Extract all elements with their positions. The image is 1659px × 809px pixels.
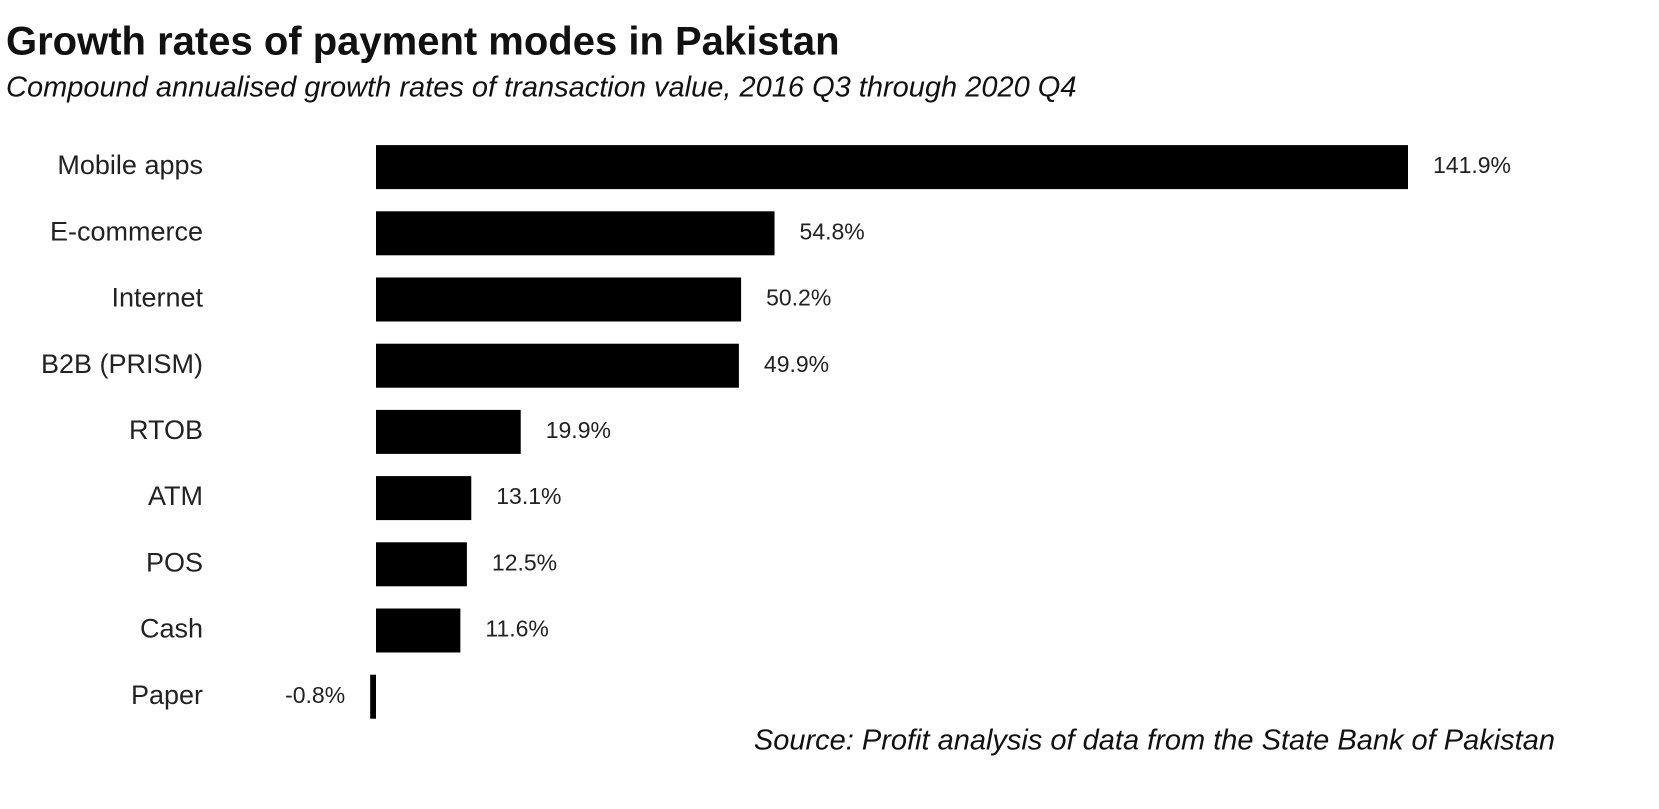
value-label: 11.6% — [485, 616, 549, 642]
source-note: Source: Profit analysis of data from the… — [754, 725, 1555, 757]
value-label: 13.1% — [496, 483, 561, 509]
chart-subtitle: Compound annualised growth rates of tran… — [6, 72, 1076, 104]
category-label: POS — [146, 547, 203, 577]
category-label: E-commerce — [50, 216, 203, 246]
category-label: ATM — [148, 481, 203, 511]
value-label: 54.8% — [800, 218, 865, 244]
category-label: Paper — [131, 680, 203, 710]
bar — [376, 343, 739, 388]
value-label: 19.9% — [546, 417, 611, 443]
bar — [376, 542, 467, 587]
value-label: -0.8% — [285, 682, 345, 708]
category-label: Cash — [140, 614, 203, 644]
bar — [376, 145, 1408, 190]
bar — [376, 608, 461, 653]
bar — [370, 674, 376, 719]
bar — [376, 409, 521, 454]
value-label: 12.5% — [492, 549, 557, 575]
category-label: B2B (PRISM) — [41, 349, 203, 379]
value-label: 141.9% — [1433, 152, 1511, 178]
bar — [376, 211, 775, 256]
value-label: 49.9% — [764, 351, 829, 377]
category-label: Internet — [111, 283, 203, 313]
value-label: 50.2% — [766, 285, 831, 311]
bar — [376, 476, 472, 521]
category-label: RTOB — [129, 415, 203, 445]
bar — [376, 277, 742, 322]
category-label: Mobile apps — [57, 150, 203, 180]
chart-title: Growth rates of payment modes in Pakista… — [6, 20, 840, 64]
